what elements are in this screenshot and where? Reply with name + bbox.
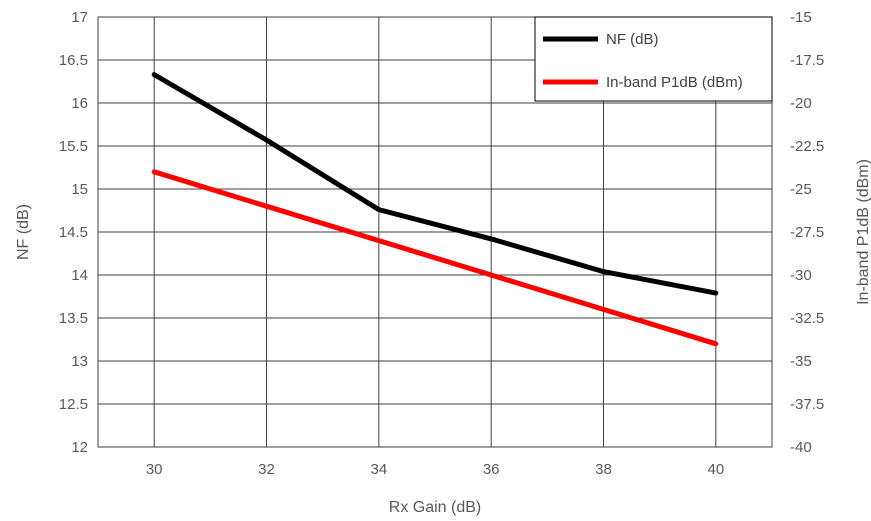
y-tick-label: 12.5 xyxy=(59,396,88,413)
y-tick-label: 14.5 xyxy=(59,224,88,241)
x-tick-label: 32 xyxy=(258,461,275,478)
legend-box xyxy=(534,16,773,102)
tick-labels: 12 -40 12.5 -37.5 13 -35 13.5 -32.5 14 -30 14.5 -27… xyxy=(59,9,824,478)
grid xyxy=(97,16,773,448)
y-tick-label: 14 xyxy=(71,267,88,284)
y-tick-label: 13.5 xyxy=(59,310,88,327)
legend-label-p1db: In-band P1dB (dBm) xyxy=(606,74,743,91)
x-tick-label: 36 xyxy=(483,461,500,478)
y2-tick-label: -40 xyxy=(790,439,812,456)
series-line-nf xyxy=(151,72,719,296)
series-line-p1db xyxy=(151,169,719,347)
y2-tick-label: -30 xyxy=(790,267,812,284)
y2-tick-label: -15 xyxy=(790,9,812,26)
y2-tick-label: -22.5 xyxy=(790,138,824,155)
y-tick-label: 15.5 xyxy=(59,138,88,155)
y2-axis-title: In-band P1dB (dBm) xyxy=(855,159,871,305)
y-axis-title: NF (dB) xyxy=(15,204,32,260)
y2-tick-label: -32.5 xyxy=(790,310,824,327)
y2-tick-label: -20 xyxy=(790,95,812,112)
y2-tick-label: -27.5 xyxy=(790,224,824,241)
y-tick-label: 17 xyxy=(71,9,88,26)
legend-label-nf: NF (dB) xyxy=(606,31,659,48)
x-tick-label: 34 xyxy=(370,461,387,478)
y-tick-label: 15 xyxy=(71,181,88,198)
x-tick-label: 38 xyxy=(595,461,612,478)
legend: NF (dB) In-band P1dB (dBm) xyxy=(534,16,773,102)
y2-tick-label: -37.5 xyxy=(790,396,824,413)
x-axis-title: Rx Gain (dB) xyxy=(389,499,481,516)
y-tick-label: 16 xyxy=(71,95,88,112)
series-lines xyxy=(151,72,719,347)
y2-tick-label: -25 xyxy=(790,181,812,198)
plot-area-border xyxy=(97,16,773,448)
x-tick-label: 40 xyxy=(707,461,724,478)
y-tick-label: 12 xyxy=(71,439,88,456)
y2-tick-label: -35 xyxy=(790,353,812,370)
y-tick-label: 16.5 xyxy=(59,52,88,69)
y-tick-label: 13 xyxy=(71,353,88,370)
x-tick-label: 30 xyxy=(146,461,163,478)
y2-tick-label: -17.5 xyxy=(790,52,824,69)
